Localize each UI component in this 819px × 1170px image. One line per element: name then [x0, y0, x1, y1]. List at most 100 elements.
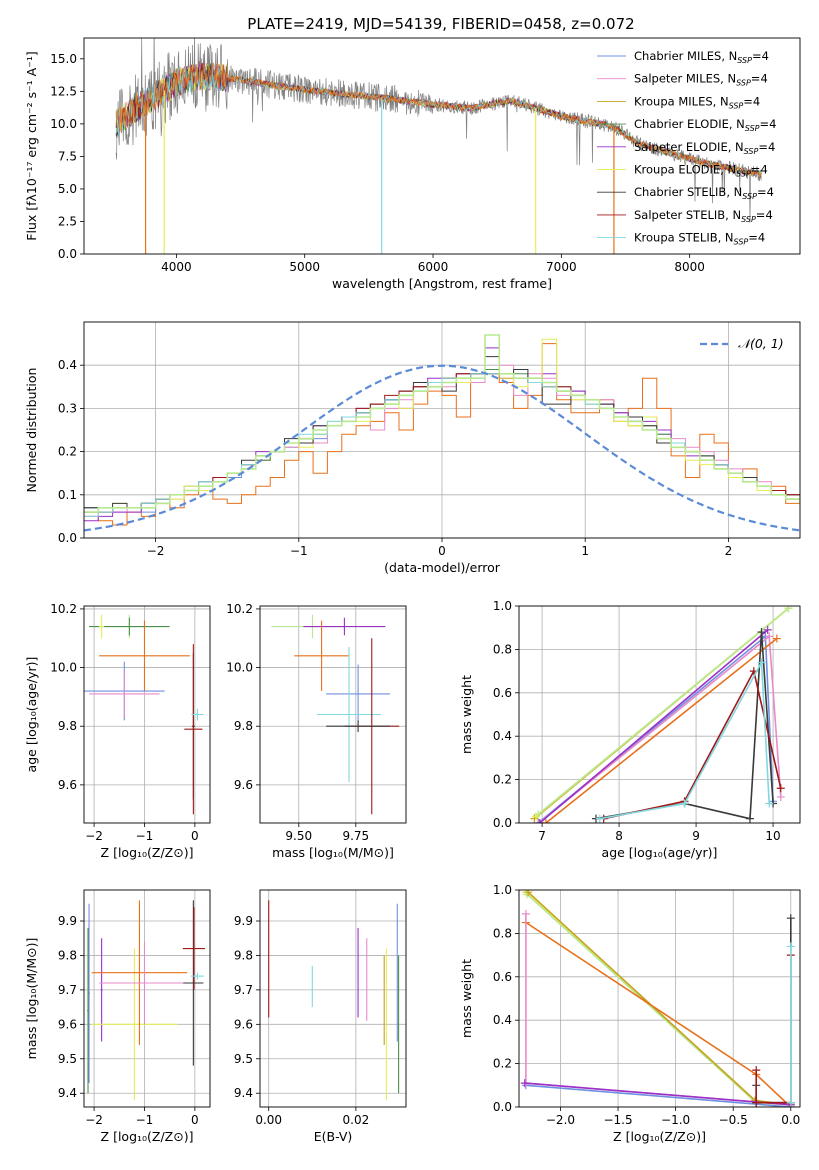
y-tick-label: 9.4: [58, 1086, 77, 1100]
plot-area: [268, 900, 400, 1101]
y-tick-label: 0.3: [58, 401, 77, 415]
y-axis-label: age [log₁₀(age/yr)]: [24, 657, 39, 773]
y-tick-label: 10.2: [226, 602, 253, 616]
mass-weight-marker: [752, 1066, 761, 1075]
y-tick-label: 0.0: [493, 816, 512, 830]
x-tick-label: 5000: [289, 260, 320, 274]
y-tick-label: 0.0: [58, 247, 77, 261]
gaussian-curve: [84, 364, 800, 532]
y-axis-label: mass weight: [459, 959, 474, 1038]
legend-name: Kroupa ELODIE: [634, 163, 720, 177]
legend: Chabrier MILES, NSSP=4 Salpeter MILES, NS…: [597, 49, 776, 247]
x-tick-label: 8000: [674, 260, 705, 274]
x-tick-label: 9.50: [285, 829, 312, 843]
y-tick-label: 0.4: [493, 729, 512, 743]
x-axis-label: E(B-V): [314, 1129, 353, 1144]
panel-mass-weight-vs-Z: −2.0 −1.5 −1.0 −0.5 0.0 0.0 0.2 0.4 0.6 0.8 1.0 Z […: [459, 883, 801, 1144]
mass-weight-marker: [534, 819, 543, 823]
mass-weight-marker: [520, 1079, 529, 1088]
mass-weight-marker: [784, 606, 793, 613]
legend-entry: Kroupa STELIB, NSSP=4: [634, 231, 765, 247]
legend-name: Kroupa STELIB: [634, 231, 718, 245]
x-tick-label: 0: [191, 829, 199, 843]
x-tick-label: −1: [290, 544, 308, 558]
legend-name: Chabrier STELIB: [634, 185, 726, 199]
panel-residuals: −2 −1 0 1 2 0.0 0.1 0.2 0.3 0.4 (data-model)/error…: [24, 321, 801, 575]
mass-weight-marker: [786, 942, 795, 951]
y-tick-label: 9.6: [234, 778, 253, 792]
plot-area: [520, 890, 795, 1107]
x-tick-label: 7: [538, 829, 546, 843]
panel-mass-weight-vs-age: 7 8 9 10 0.0 0.2 0.4 0.6 0.8 1.0 age [log₁₀(age/yr…: [459, 599, 801, 860]
x-tick-label: 6000: [418, 260, 449, 274]
y-tick-label: 1.0: [493, 599, 512, 613]
y-tick-label: 9.8: [58, 948, 77, 962]
x-tick-label: −2: [147, 544, 165, 558]
legend-gaussian-label: 𝒩(0, 1): [738, 336, 784, 351]
x-tick-label: −2: [85, 1113, 103, 1127]
y-tick-label: 9.8: [58, 719, 77, 733]
y-tick-label: 7.5: [58, 149, 77, 163]
x-tick-label: 0: [191, 1113, 199, 1127]
y-tick-label: 9.5: [58, 1052, 77, 1066]
x-tick-label: 4000: [161, 260, 192, 274]
axes-frame: [83, 321, 801, 539]
x-tick-label: 0: [438, 544, 446, 558]
legend-entry: Salpeter STELIB, NSSP=4: [634, 208, 773, 224]
x-axis-label: (data-model)/error: [384, 560, 501, 575]
y-tick-label: 10.0: [50, 661, 77, 675]
y-tick-label: 9.9: [58, 914, 77, 928]
mass-weight-marker: [757, 628, 766, 637]
mass-weight-line: [537, 607, 790, 815]
legend-entry: Kroupa ELODIE, NSSP=4: [634, 163, 768, 179]
y-tick-label: 10.0: [50, 117, 77, 131]
x-tick-label: 1: [581, 544, 589, 558]
mass-weight-marker: [786, 1098, 795, 1107]
panels: 4000 5000 6000 7000 80000.02.55.07.510.012.5…: [24, 37, 801, 1144]
x-axis-label: Z [log₁₀(Z/Z⊙)]: [101, 845, 194, 860]
mass-weight-marker: [595, 814, 604, 823]
x-axis-label: mass [log₁₀(M/M⊙)]: [272, 845, 394, 860]
mass-weight-marker: [524, 890, 533, 897]
x-tick-label: 0.02: [343, 1113, 370, 1127]
y-tick-label: 0.6: [493, 970, 512, 984]
y-tick-label: 0.8: [493, 642, 512, 656]
legend-ssp-count: 4: [768, 140, 775, 154]
legend-name: Chabrier ELODIE: [634, 117, 729, 131]
x-tick-label: 2: [725, 544, 733, 558]
legend-ssp-count: 4: [762, 49, 769, 63]
y-tick-label: 9.6: [58, 778, 77, 792]
mass-weight-line: [524, 1082, 791, 1106]
legend-ssp-count: 4: [769, 117, 776, 131]
plot-area: [87, 900, 205, 1101]
panel-mass-vs-Z: −2 −1 0 9.4 9.5 9.6 9.7 9.8 9.9 Z [log₁₀(Z/Z⊙)] ma…: [24, 889, 211, 1144]
mass-weight-line: [599, 659, 770, 820]
y-axis-label: mass [log₁₀(M/M⊙)]: [24, 938, 39, 1060]
figure-title: PLATE=2419, MJD=54139, FIBERID=0458, z=0…: [247, 15, 634, 33]
y-tick-label: 0.6: [493, 686, 512, 700]
mass-weight-marker: [776, 784, 785, 793]
panel-mass-vs-EBV: 0.00 0.02 9.4 9.5 9.6 9.7 9.8 9.9 E(B-V): [234, 889, 407, 1144]
histogram-step: [84, 334, 800, 513]
legend-name: Salpeter ELODIE: [634, 140, 728, 154]
x-axis-label: Z [log₁₀(Z/Z⊙)]: [613, 1129, 706, 1144]
y-tick-label: 10.2: [50, 602, 77, 616]
y-tick-label: 10.0: [226, 661, 253, 675]
x-tick-label: −1: [136, 1113, 154, 1127]
mass-weight-marker: [776, 792, 785, 801]
x-tick-label: −1.0: [661, 1113, 690, 1127]
legend-ssp-count: 4: [758, 231, 765, 245]
y-tick-label: 0.0: [58, 531, 77, 545]
x-tick-label: 0.0: [781, 1113, 800, 1127]
mass-weight-marker: [521, 909, 530, 918]
y-tick-label: 0.4: [493, 1013, 512, 1027]
y-tick-label: 5.0: [58, 182, 77, 196]
mass-weight-marker: [541, 819, 550, 823]
y-tick-label: 0.2: [58, 445, 77, 459]
plot-area: [271, 614, 400, 815]
y-tick-label: 9.7: [58, 983, 77, 997]
y-tick-label: 0.8: [493, 926, 512, 940]
x-tick-label: −2.0: [546, 1113, 575, 1127]
y-tick-label: 0.0: [493, 1100, 512, 1114]
mass-weight-marker: [772, 634, 781, 643]
